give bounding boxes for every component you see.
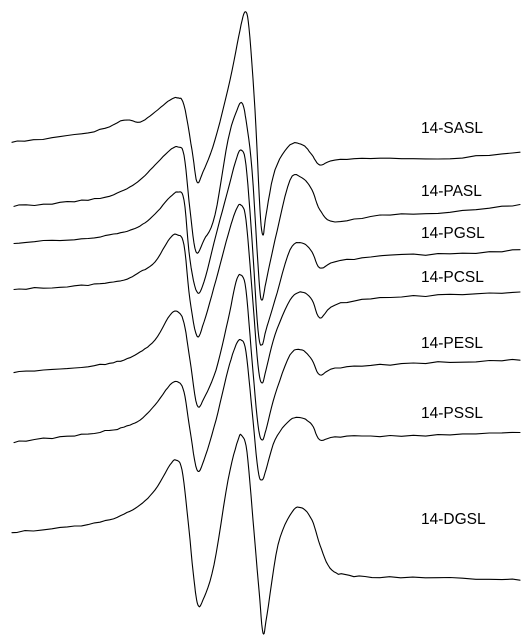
spectra-traces xyxy=(11,11,521,635)
series-label-14-pcsl: 14-PCSL xyxy=(421,269,484,286)
trace-14-pgsl xyxy=(13,149,521,346)
trace-14-pcsl xyxy=(13,203,521,384)
series-label-14-pssl: 14-PSSL xyxy=(421,405,483,422)
series-label-14-sasl: 14-SASL xyxy=(421,120,483,137)
series-label-14-pgsl: 14-PGSL xyxy=(421,225,485,242)
series-label-14-pasl: 14-PASL xyxy=(421,183,482,200)
trace-14-sasl xyxy=(11,11,521,236)
series-label-14-dgsl: 14-DGSL xyxy=(421,511,486,528)
trace-14-pssl xyxy=(13,338,521,481)
series-label-14-pesl: 14-PESL xyxy=(421,335,483,352)
trace-14-pasl xyxy=(13,101,521,301)
trace-14-dgsl xyxy=(11,433,521,635)
spectra-labels: 14-SASL 14-PASL 14-PGSL 14-PCSL 14-PESL … xyxy=(421,120,486,528)
trace-14-pesl xyxy=(13,273,521,441)
